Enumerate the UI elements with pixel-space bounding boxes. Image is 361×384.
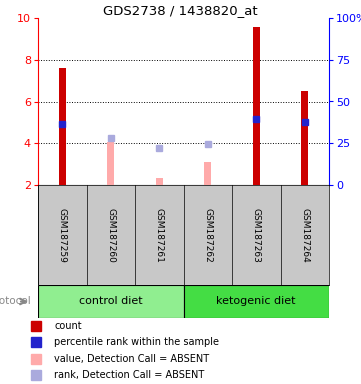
Text: control diet: control diet [79, 296, 143, 306]
Text: GSM187264: GSM187264 [300, 208, 309, 262]
Bar [107, 142, 114, 185]
Bar [301, 91, 308, 185]
Text: GSM187263: GSM187263 [252, 208, 261, 262]
Bar [38, 285, 183, 318]
Text: percentile rank within the sample: percentile rank within the sample [54, 338, 219, 348]
Text: GSM187259: GSM187259 [58, 208, 67, 262]
Text: ketogenic diet: ketogenic diet [217, 296, 296, 306]
Text: protocol: protocol [0, 296, 31, 306]
Bar [156, 178, 163, 185]
Text: GDS2738 / 1438820_at: GDS2738 / 1438820_at [103, 4, 258, 17]
Text: GSM187260: GSM187260 [106, 208, 115, 262]
Text: count: count [54, 321, 82, 331]
Text: GSM187261: GSM187261 [155, 208, 164, 262]
Text: GSM187262: GSM187262 [203, 208, 212, 262]
Bar [253, 27, 260, 185]
Bar [58, 68, 66, 185]
Text: rank, Detection Call = ABSENT: rank, Detection Call = ABSENT [54, 371, 204, 381]
Text: value, Detection Call = ABSENT: value, Detection Call = ABSENT [54, 354, 209, 364]
Bar [204, 162, 212, 185]
Bar [183, 285, 329, 318]
